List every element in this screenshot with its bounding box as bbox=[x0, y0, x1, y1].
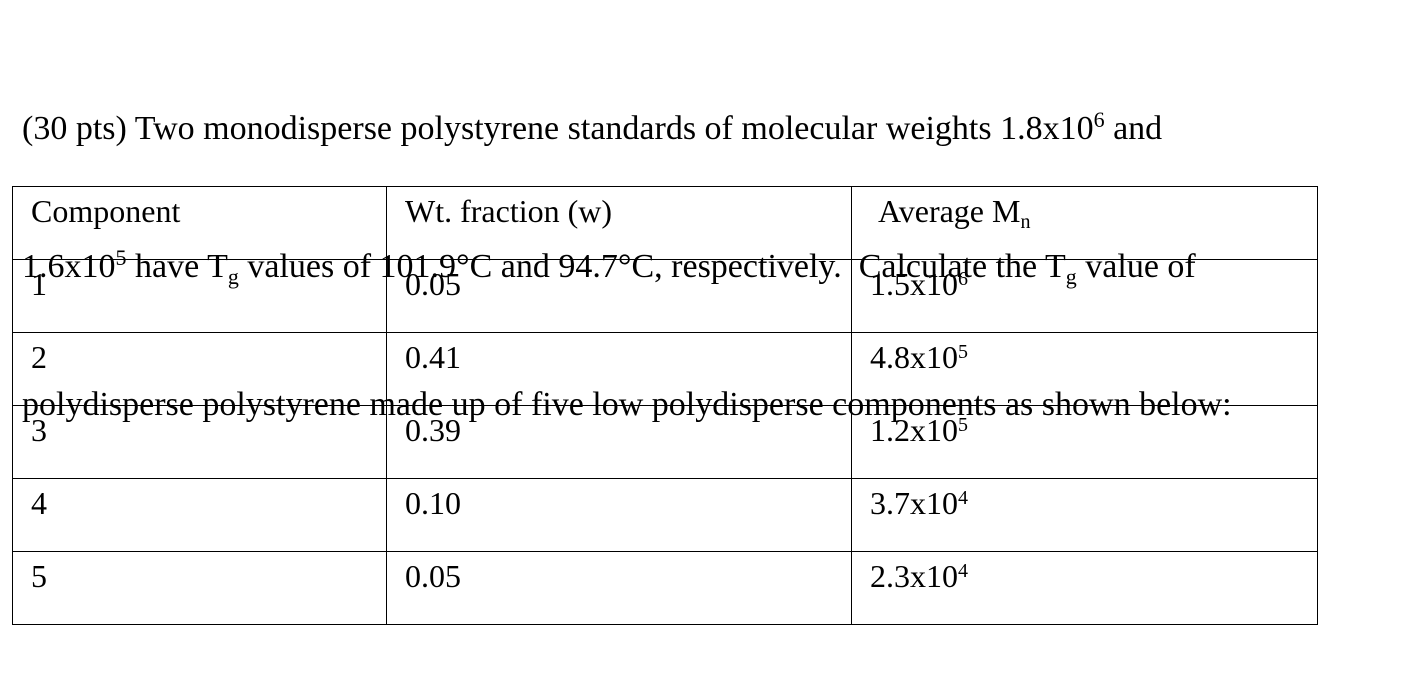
table-cell: 1 bbox=[12, 259, 387, 333]
data-table: Component Wt. fraction (w) Average Mn 1 0.05… bbox=[12, 186, 1318, 625]
table-row: 4 0.10 3.7x104 bbox=[12, 478, 1318, 552]
table-cell: 1.2x105 bbox=[851, 405, 1318, 479]
table-cell: 4 bbox=[12, 478, 387, 552]
text: 1.2x10 bbox=[870, 412, 958, 448]
table-cell: 2.3x104 bbox=[851, 551, 1318, 625]
table-row: 5 0.05 2.3x104 bbox=[12, 551, 1318, 625]
table-cell: 4.8x105 bbox=[851, 332, 1318, 406]
text: and bbox=[1104, 110, 1163, 147]
table-body: Component Wt. fraction (w) Average Mn 1 0.05… bbox=[12, 186, 1318, 625]
table-cell: Wt. fraction (w) bbox=[386, 186, 852, 260]
table-cell: 0.39 bbox=[386, 405, 852, 479]
table-cell: 3 bbox=[12, 405, 387, 479]
table-row: 2 0.41 4.8x105 bbox=[12, 332, 1318, 406]
text: Average M bbox=[878, 193, 1021, 229]
table-cell: Component bbox=[12, 186, 387, 260]
superscript: 5 bbox=[958, 414, 968, 436]
superscript: 5 bbox=[958, 341, 968, 363]
header-row: Component Wt. fraction (w) Average Mn bbox=[12, 186, 1318, 260]
table-cell: 0.05 bbox=[386, 259, 852, 333]
superscript: 4 bbox=[958, 487, 968, 509]
table-row: 3 0.39 1.2x105 bbox=[12, 405, 1318, 479]
text: 1.5x10 bbox=[870, 266, 958, 302]
table-cell: 1.5x106 bbox=[851, 259, 1318, 333]
table-cell: 0.41 bbox=[386, 332, 852, 406]
table-cell: 3.7x104 bbox=[851, 478, 1318, 552]
table-cell: Average Mn bbox=[851, 186, 1318, 260]
superscript: 4 bbox=[958, 560, 968, 582]
table-cell: 0.10 bbox=[386, 478, 852, 552]
subscript: n bbox=[1020, 211, 1031, 233]
superscript: 6 bbox=[958, 268, 968, 290]
text: 2.3x10 bbox=[870, 558, 958, 594]
text: 3.7x10 bbox=[870, 485, 958, 521]
text: (30 pts) Two monodisperse polystyrene st… bbox=[22, 110, 1094, 147]
table-row: 1 0.05 1.5x106 bbox=[12, 259, 1318, 333]
table-cell: 5 bbox=[12, 551, 387, 625]
line: (30 pts) Two monodisperse polystyrene st… bbox=[22, 106, 1232, 152]
superscript: 6 bbox=[1093, 107, 1105, 132]
table-cell: 0.05 bbox=[386, 551, 852, 625]
text: 4.8x10 bbox=[870, 339, 958, 375]
table-cell: 2 bbox=[12, 332, 387, 406]
